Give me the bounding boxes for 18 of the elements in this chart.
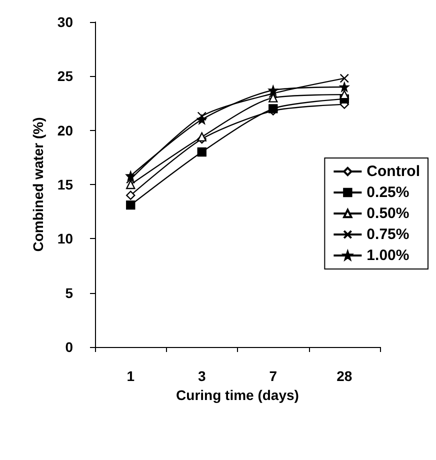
y-tick-label: 0 [65, 339, 74, 355]
legend-label: 0.50% [366, 205, 410, 222]
y-axis-title: Combined water (%) [30, 117, 46, 252]
y-tick-label: 25 [57, 68, 74, 84]
y-tick-label: 5 [65, 284, 74, 301]
legend-label: Control [366, 163, 420, 180]
x-tick-label: 7 [269, 368, 278, 384]
x-tick-label: 1 [126, 368, 135, 384]
x-axis-title: Curing time (days) [176, 386, 299, 403]
legend-label: 1.00% [366, 247, 410, 264]
y-tick-label: 30 [57, 14, 74, 30]
y-tick-label: 10 [57, 230, 74, 247]
legend-label: 0.75% [366, 226, 410, 243]
y-tick-label: 20 [57, 122, 74, 138]
x-tick-label: 28 [336, 368, 352, 384]
x-tick-label: 3 [198, 368, 206, 384]
legend-label: 0.25% [366, 184, 410, 201]
y-tick-label: 15 [57, 176, 74, 192]
